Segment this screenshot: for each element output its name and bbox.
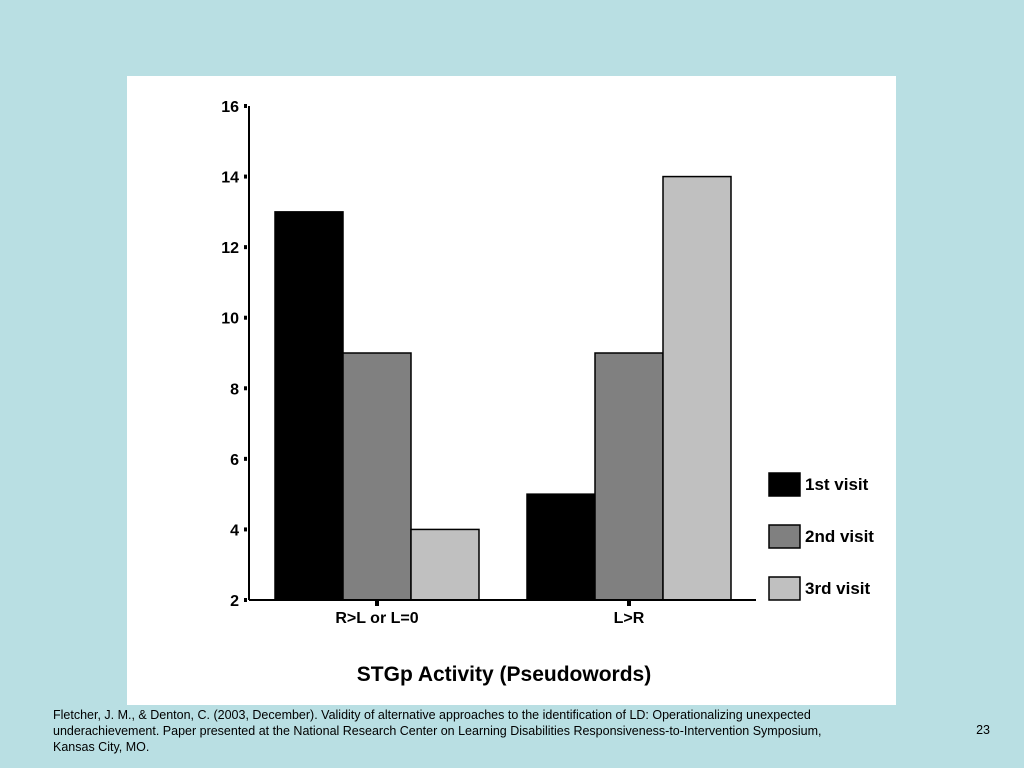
y-tick-label: 2	[230, 593, 239, 610]
bar-2-2	[594, 352, 664, 601]
bar-2-1	[342, 352, 412, 601]
y-tick-mark	[244, 174, 247, 179]
legend-label-3: 3rd visit	[805, 579, 871, 598]
y-ticks-group: 2 4 6 8 10 12 14 16	[221, 99, 247, 610]
citation-text: Fletcher, J. M., & Denton, C. (2003, Dec…	[53, 708, 822, 754]
y-tick-label: 10	[221, 311, 239, 328]
slide-number: 23	[976, 723, 990, 737]
y-tick-mark	[244, 527, 247, 532]
legend-swatch-1	[768, 472, 801, 497]
chart-title: STGp Activity (Pseudowords)	[357, 663, 651, 686]
y-tick-mark	[244, 315, 247, 320]
legend-label-2: 2nd visit	[805, 527, 874, 546]
bar-3-2	[662, 175, 732, 601]
y-tick-label: 12	[221, 240, 239, 257]
y-tick-mark	[244, 104, 247, 108]
chart-panel: 2 4 6 8 10 12 14 16 R>L or L=0 L>R 1st visit 2nd …	[127, 76, 896, 705]
y-tick-label: 16	[221, 99, 239, 116]
legend-swatch-3	[768, 576, 801, 601]
x-ticks-group: R>L or L=0 L>R	[335, 601, 645, 627]
y-tick-label: 6	[230, 452, 239, 469]
bar-chart: 2 4 6 8 10 12 14 16 R>L or L=0 L>R 1st visit 2nd …	[221, 99, 874, 686]
y-tick-label: 8	[230, 381, 239, 398]
y-tick-mark	[244, 456, 247, 461]
x-tick-label: L>R	[614, 610, 645, 627]
y-tick-label: 4	[230, 522, 239, 539]
bars-group	[274, 175, 732, 601]
bar-1-2	[526, 493, 596, 601]
y-tick-mark	[244, 386, 247, 391]
x-tick-mark	[627, 601, 631, 606]
y-tick-label: 14	[221, 170, 239, 187]
x-tick-label: R>L or L=0	[335, 610, 418, 627]
legend-label-1: 1st visit	[805, 475, 869, 494]
legend: 1st visit 2nd visit 3rd visit	[768, 472, 874, 601]
bar-3-1	[410, 528, 480, 601]
y-tick-mark	[244, 245, 247, 250]
bar-1-1	[274, 211, 344, 601]
legend-swatch-2	[768, 524, 801, 549]
y-tick-mark	[244, 598, 247, 602]
x-tick-mark	[375, 601, 379, 606]
